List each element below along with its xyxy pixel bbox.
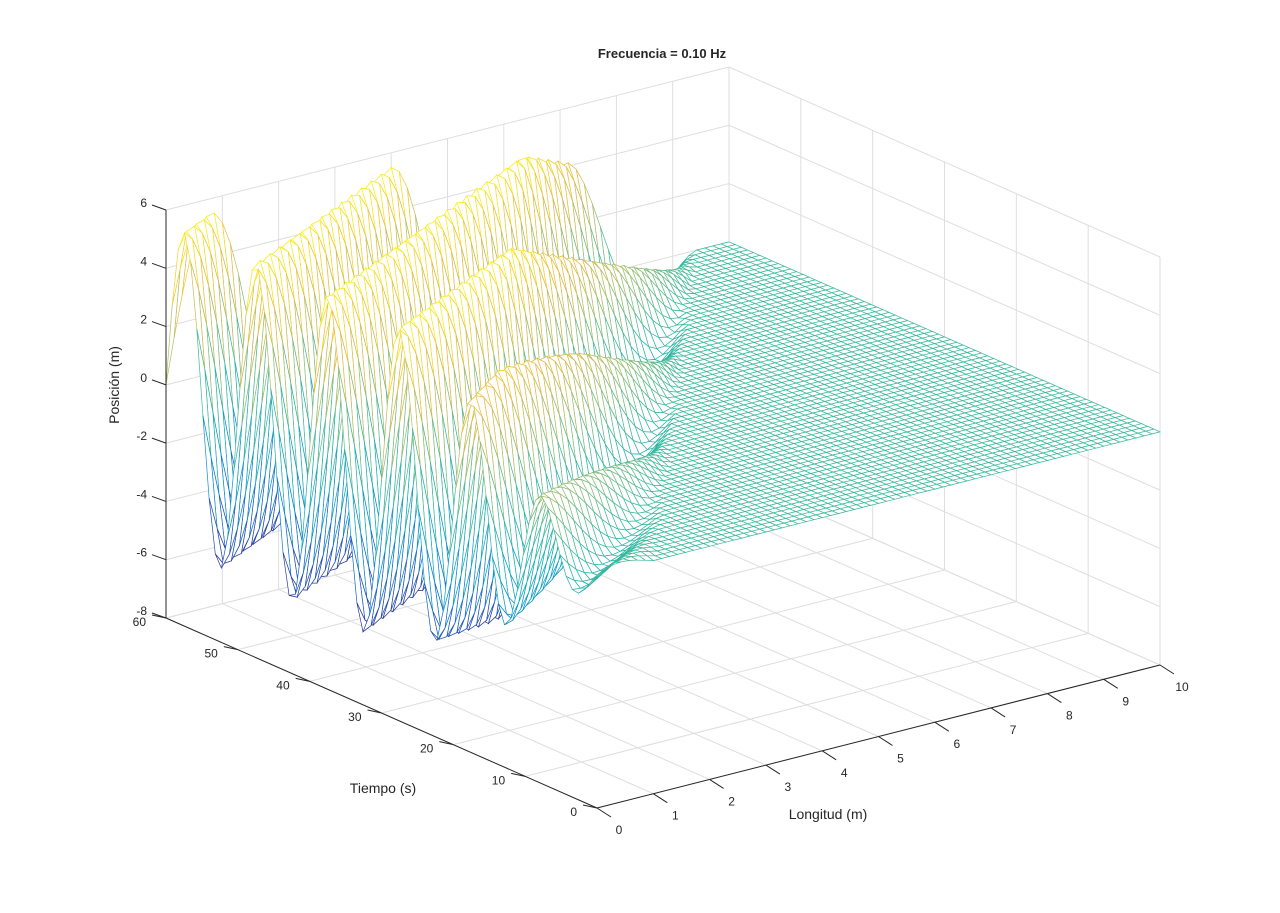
x-tick bbox=[879, 737, 893, 746]
z-tick bbox=[152, 322, 166, 327]
x-tick bbox=[597, 808, 611, 817]
z-tick bbox=[152, 438, 166, 443]
x-tick-label: 7 bbox=[1010, 723, 1017, 737]
x-tick bbox=[653, 794, 667, 803]
z-tick bbox=[152, 555, 166, 560]
x-tick-label: 10 bbox=[1175, 680, 1189, 694]
x-tick bbox=[1047, 694, 1061, 703]
x-tick-label: 5 bbox=[897, 752, 904, 766]
x-tick-label: 8 bbox=[1066, 709, 1073, 723]
x-tick-label: 3 bbox=[785, 780, 792, 794]
x-tick-label: 9 bbox=[1122, 694, 1129, 708]
z-tick bbox=[152, 380, 166, 385]
z-tick bbox=[152, 496, 166, 501]
x-tick bbox=[766, 765, 780, 774]
x-tick bbox=[1160, 665, 1174, 674]
z-tick bbox=[152, 263, 166, 268]
x-tick bbox=[991, 708, 1005, 717]
y-tick-label: 20 bbox=[420, 742, 434, 756]
z-tick bbox=[152, 205, 166, 210]
x-tick bbox=[1104, 679, 1118, 688]
mesh-cell bbox=[166, 268, 180, 385]
x-tick bbox=[935, 722, 949, 731]
x-tick-label: 6 bbox=[953, 737, 960, 751]
x-tick-label: 1 bbox=[672, 809, 679, 823]
y-tick-label: 0 bbox=[570, 805, 577, 819]
x-tick-label: 2 bbox=[728, 794, 735, 808]
x-tick bbox=[710, 779, 724, 788]
x-tick-label: 0 bbox=[616, 823, 623, 837]
mesh-surface bbox=[166, 157, 1160, 640]
x-tick bbox=[822, 751, 836, 760]
x-tick-label: 4 bbox=[841, 766, 848, 780]
y-tick-label: 10 bbox=[492, 773, 506, 787]
